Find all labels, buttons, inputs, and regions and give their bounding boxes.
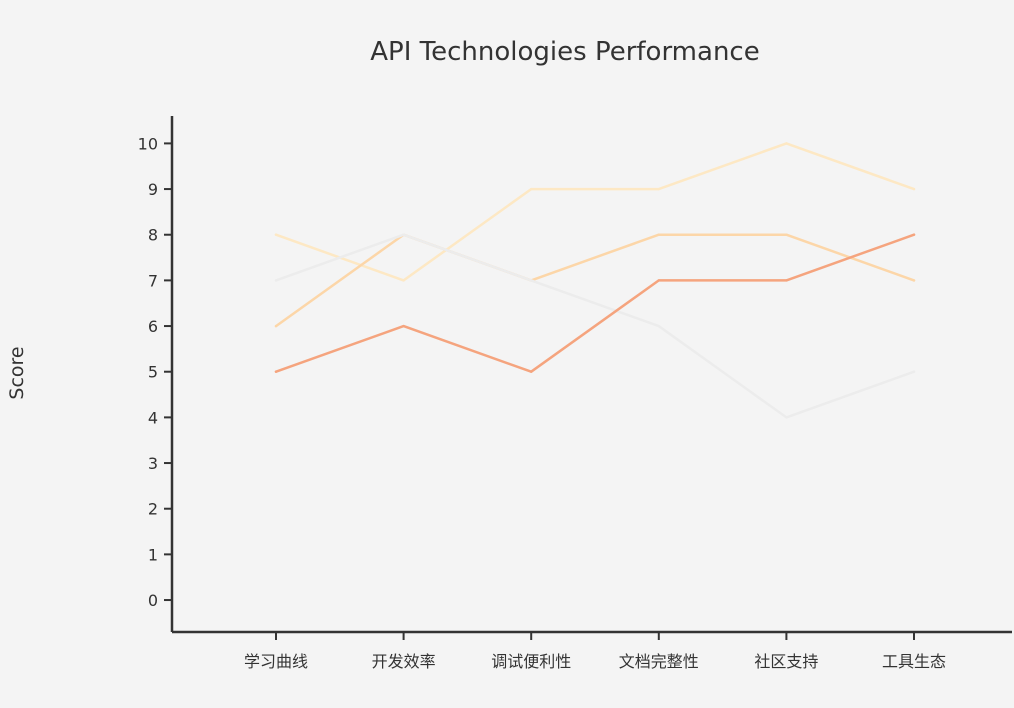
data-point-s1-5 — [785, 142, 788, 145]
series-line-2 — [274, 233, 916, 328]
y-tick-label: 10 — [138, 134, 158, 153]
y-tick-label: 2 — [148, 500, 158, 519]
data-point-s4-2 — [402, 324, 405, 328]
y-tick-label: 6 — [148, 317, 158, 336]
y-tick-label: 1 — [148, 545, 158, 564]
data-point-s3-1 — [274, 279, 278, 282]
series-line-4 — [274, 233, 916, 373]
y-tick-label: 7 — [148, 271, 158, 290]
series-group — [274, 142, 916, 419]
x-tick-label: 开发效率 — [372, 652, 436, 671]
y-tick-label: 5 — [148, 363, 158, 382]
y-tick-label: 3 — [148, 454, 158, 473]
x-tick-label: 学习曲线 — [244, 652, 308, 671]
series-line-1 — [274, 142, 916, 282]
data-point-s3-5 — [785, 416, 788, 419]
data-point-s3-2 — [402, 233, 405, 236]
data-point-s2-4 — [657, 233, 660, 236]
data-point-s4-4 — [657, 279, 660, 282]
y-tick-label: 8 — [148, 226, 158, 245]
x-tick-label: 社区支持 — [754, 652, 818, 671]
data-point-s1-4 — [657, 187, 660, 191]
data-point-s4-5 — [785, 279, 788, 282]
y-tick-label: 4 — [148, 408, 158, 427]
data-point-s1-1 — [274, 233, 278, 236]
data-point-s1-3 — [530, 187, 533, 191]
axes-group: 0 1 2 3 4 5 6 7 8 9 10 学习曲线 开发效率 调试便利性 文档完整性 社区支持 工具生态 — [138, 116, 1012, 671]
data-point-s3-4 — [657, 324, 660, 328]
data-point-s1-2 — [402, 279, 405, 282]
x-tick-label: 工具生态 — [882, 652, 946, 671]
y-axis-label: Score — [6, 346, 28, 399]
data-point-s2-6 — [912, 279, 916, 282]
data-point-s3-3 — [530, 279, 533, 282]
data-point-s4-6 — [912, 233, 916, 236]
data-point-s4-1 — [274, 370, 278, 373]
x-tick-label: 文档完整性 — [619, 652, 699, 671]
series-line-3 — [274, 233, 916, 419]
chart-title: API Technologies Performance — [370, 37, 759, 67]
y-tick-label: 0 — [148, 591, 158, 610]
data-point-s2-1 — [274, 324, 278, 328]
data-point-s1-6 — [912, 187, 916, 191]
data-point-s3-6 — [912, 370, 916, 373]
data-point-s2-5 — [785, 233, 788, 236]
data-point-s4-3 — [530, 370, 533, 373]
x-tick-label: 调试便利性 — [491, 652, 571, 671]
y-tick-label: 9 — [148, 180, 158, 199]
